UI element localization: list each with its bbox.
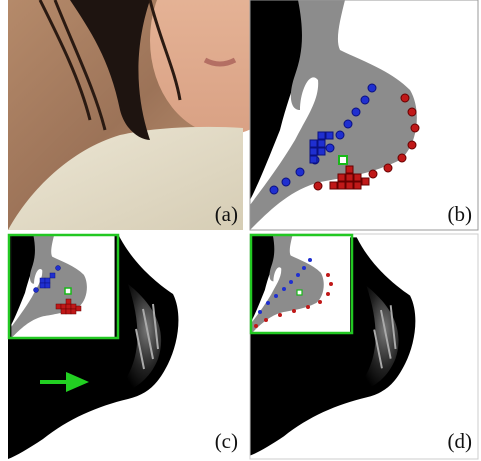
trimap <box>250 0 478 230</box>
inset <box>7 233 120 340</box>
panel-label: (a) <box>215 202 238 226</box>
unknown-pixel <box>338 155 348 165</box>
panel-d: (d) <box>249 233 479 460</box>
panel-c: (c) <box>7 233 243 459</box>
panel-border <box>249 0 479 231</box>
panel-label: (c) <box>215 429 238 453</box>
hair <box>70 0 150 140</box>
lips <box>203 57 237 67</box>
background-samples <box>313 93 420 191</box>
hair-strands <box>38 0 182 131</box>
panel-label: (b) <box>448 202 473 226</box>
inset <box>249 233 354 335</box>
foreground-samples <box>269 83 377 195</box>
panel-b: (b) <box>249 0 479 231</box>
shirt <box>8 126 243 230</box>
panel-label: (d) <box>448 429 473 453</box>
arrow <box>40 371 89 393</box>
panel-border <box>249 233 479 460</box>
